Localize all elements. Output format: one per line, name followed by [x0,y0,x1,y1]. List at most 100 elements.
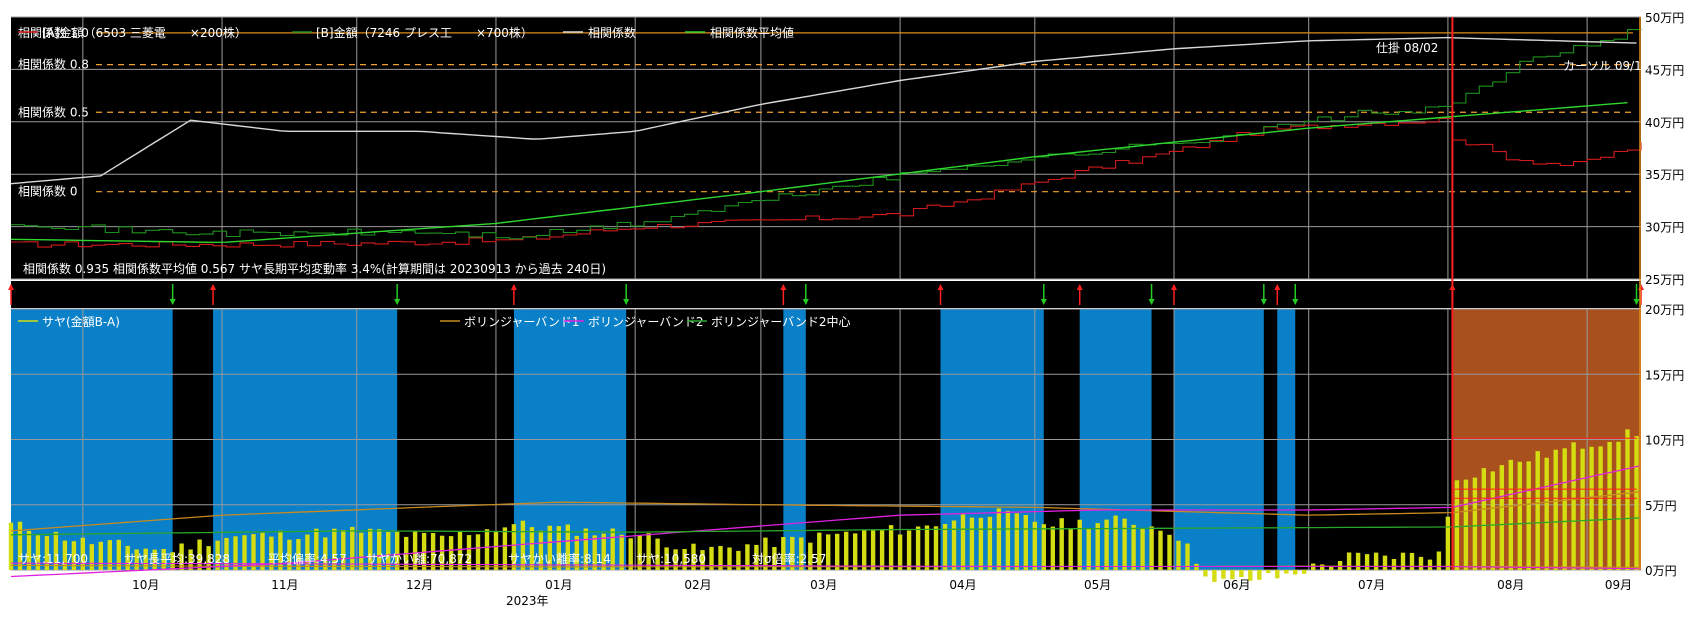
spread-bar [1445,516,1451,570]
stat-spread-current: サヤ:10,580 [636,552,706,566]
spread-bar [314,528,319,570]
correlation-line [10,36,1637,185]
spread-bar [1167,534,1172,570]
signal-green-arrow-head [1633,299,1640,305]
spread-bar [1302,570,1307,574]
spread-bar [305,534,310,570]
month-label: 04月 [949,578,976,592]
spread-bar [1293,570,1298,575]
spread-bar [1077,519,1082,570]
spread-bar [960,514,966,570]
signal-red-arrow-head [1076,284,1083,290]
month-label: 10月 [132,578,159,592]
grid-layer [11,16,1641,571]
legend-series-a: [A]金額（6503 三菱電 ×200株） [42,25,247,40]
price-axis-tick: 50万円 [1645,11,1684,25]
spread-bar [412,530,418,570]
spread-bar [341,530,346,570]
price-axis-tick: 45万円 [1645,63,1684,77]
spread-bar [942,524,948,570]
spread-bar [152,549,157,570]
signal-strip [11,281,1641,308]
price-axis-tick: 40万円 [1645,116,1684,130]
spread-bar [790,536,795,570]
spread-bar [1068,528,1073,570]
spread-bar [287,539,292,570]
month-label: 11月 [271,578,298,592]
spread-bar [718,546,723,570]
signal-red-arrow-head [8,284,14,290]
price-axis-tick: 35万円 [1645,168,1684,182]
spread-bar [179,543,184,570]
signal-red-arrow-head [1274,284,1281,290]
spread-bar [1544,457,1549,570]
spread-bar [897,534,903,570]
spread-bar [574,535,579,570]
spread-bar [188,549,193,570]
signal-red-arrow-head [780,284,787,290]
spread-bar [1140,528,1145,570]
spread-bar [17,521,23,570]
series-layer [10,28,1642,248]
legend-correlation: 相関係数 [588,25,636,40]
signal-green-arrow-head [1040,299,1047,305]
spread-bar [547,525,552,570]
signal-red-arrow-head [1171,284,1178,290]
spread-bar [224,537,229,570]
cursor-note: カーソル 09/13 [1563,59,1649,73]
spread-bar [1230,570,1235,580]
spread-bar [709,546,714,570]
spread-bar [781,537,786,570]
spread-bar [996,508,1002,570]
spread-bar [1598,446,1603,570]
spread-bar [161,549,166,570]
spread-bar [1086,528,1091,570]
spread-bar [448,536,454,570]
spread-bar [1463,479,1469,570]
spread-bar [906,530,912,570]
spread-bar [197,539,202,570]
correlation-reference-lines: 相関係数 1.0 相関係数 0.8 相関係数 0.5 相関係数 0 [18,25,1633,199]
spread-bar [969,517,975,570]
spread-axis-tick: 15万円 [1645,368,1684,382]
spread-bar [951,520,957,570]
spread-bar [71,541,77,570]
spread-bar [1616,441,1621,570]
price-legend: [A]金額（6503 三菱電 ×200株） [B]金額（7246 プレス工 ×7… [18,25,794,40]
spread-stats: サヤ:11,700 サヤ長平均:39,828 平均偏率:4.57 サヤかい離:7… [18,551,826,566]
spread-bar [1320,564,1325,570]
spread-bar [1337,561,1343,570]
spread-bar [1131,524,1136,570]
spread-bar [1517,461,1522,570]
spread-bar [395,531,400,570]
bollinger-band1-line [10,491,1642,532]
spread-bar [233,536,238,570]
spread-bars [8,429,1639,582]
signal-green-arrow-head [802,299,809,305]
spread-axis-tick: 0万円 [1645,564,1677,578]
spread-bar [493,530,499,570]
spread-bar [1149,526,1154,570]
spread-bar [1427,559,1433,570]
spread-bar [565,524,570,570]
spread-bar [745,544,750,570]
spread-axis-tick: 5万円 [1645,499,1677,513]
spread-bar [1185,543,1190,570]
spread-bar [359,532,364,570]
spread-bar [870,530,876,570]
spread-bar [80,537,85,570]
spread-axis-tick: 20万円 [1645,303,1684,317]
cursor-markers [1451,17,1641,570]
spread-bar [772,547,777,570]
spread-bar [1275,570,1280,579]
month-label: 09月 [1605,578,1632,592]
reference-line-label: 相関係数 1.0 [18,25,89,40]
stat-spread-gap: サヤかい離:70,872 [366,552,472,566]
spread-bar [62,540,68,570]
spread-bar [1391,559,1397,570]
spread-bar [26,530,32,570]
spread-bar [1607,442,1612,570]
legend-spread: サヤ(金額B-A) [42,314,120,329]
spread-bar [368,528,373,570]
